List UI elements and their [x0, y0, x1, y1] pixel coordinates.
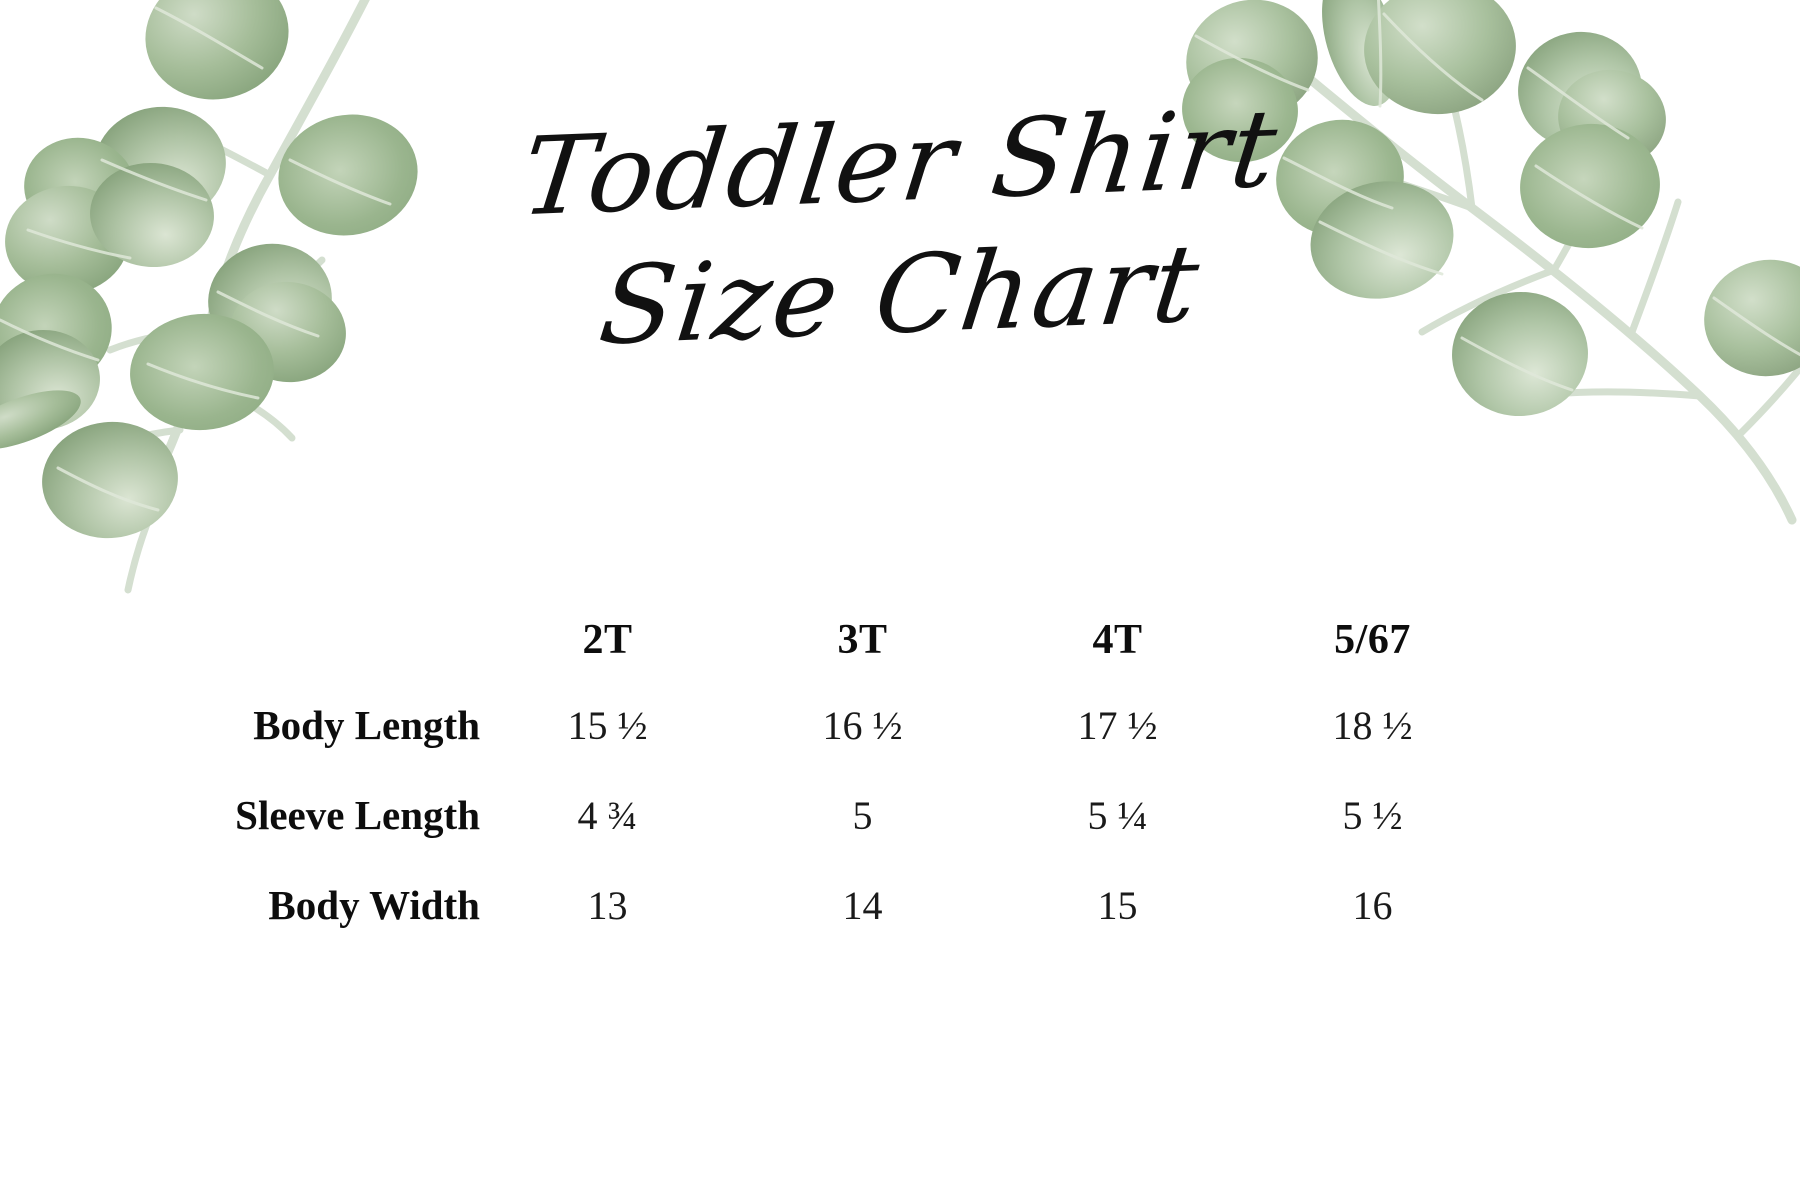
table-row: Body Length 15 ½ 16 ½ 17 ½ 18 ½: [150, 680, 1500, 770]
page-title: Toddler Shirt Size Chart: [0, 87, 1800, 370]
table-row: Body Width 13 14 15 16: [150, 860, 1500, 950]
row-label-body-length: Body Length: [253, 702, 480, 748]
table-header-row: 2T 3T 4T 5/67: [150, 600, 1500, 680]
column-header-4t: 4T: [1092, 617, 1143, 663]
cell-body-length-4t: 17 ½: [1077, 702, 1158, 748]
cell-sleeve-length-2t: 4 ¾: [577, 792, 638, 838]
cell-body-width-3t: 14: [842, 882, 883, 928]
cell-sleeve-length-4t: 5 ¼: [1087, 792, 1148, 838]
column-header-3t: 3T: [837, 617, 888, 663]
column-header-567: 5/67: [1334, 617, 1411, 663]
cell-body-length-567: 18 ½: [1332, 702, 1413, 748]
column-header-2t: 2T: [582, 617, 633, 663]
table-row: Sleeve Length 4 ¾ 5 5 ¼ 5 ½: [150, 770, 1500, 860]
row-label-sleeve-length: Sleeve Length: [235, 792, 480, 838]
cell-sleeve-length-3t: 5: [852, 792, 873, 838]
cell-sleeve-length-567: 5 ½: [1342, 792, 1403, 838]
cell-body-length-2t: 15 ½: [567, 702, 648, 748]
cell-body-width-567: 16: [1352, 882, 1393, 928]
cell-body-width-2t: 13: [587, 882, 628, 928]
row-label-body-width: Body Width: [268, 882, 480, 928]
table-corner-cell: [150, 600, 480, 680]
cell-body-width-4t: 15: [1097, 882, 1138, 928]
size-chart-table: 2T 3T 4T 5/67 Body Length 15 ½ 16 ½ 17 ½…: [150, 600, 1500, 950]
cell-body-length-3t: 16 ½: [822, 702, 903, 748]
